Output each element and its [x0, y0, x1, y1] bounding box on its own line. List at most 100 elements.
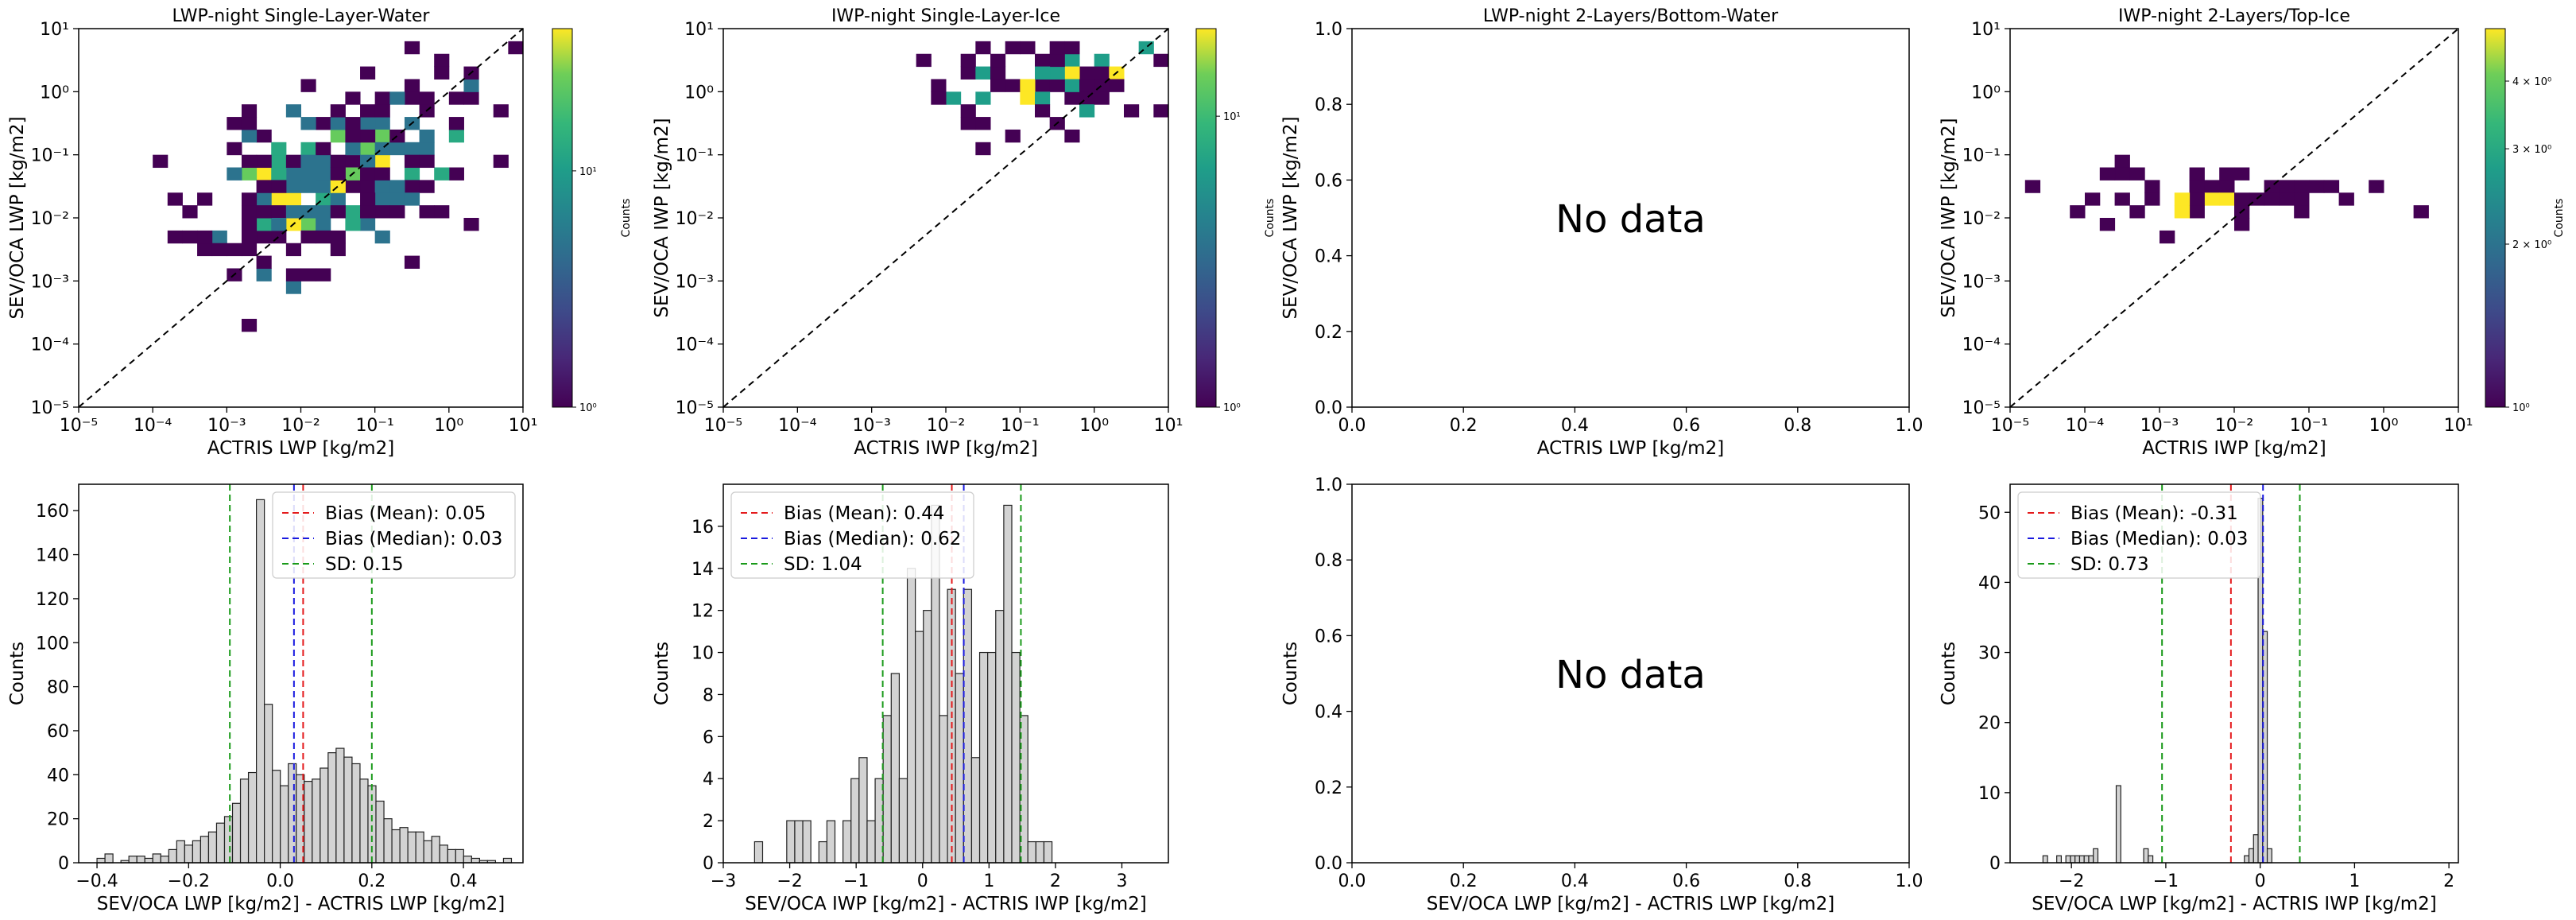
panel-title: IWP-night 2-Layers/Top-Ice [2118, 6, 2350, 26]
heatmap-cell [916, 53, 932, 68]
colorbar-label: Counts [2553, 199, 2566, 238]
heatmap-cell [182, 205, 198, 219]
histogram-bar [1027, 840, 1036, 864]
histogram-bar [2074, 855, 2081, 864]
heatmap-cell [374, 117, 390, 130]
x-tick-label: −2 [2059, 871, 2084, 891]
histogram-bar [923, 610, 932, 864]
y-tick-label: 0.4 [1315, 247, 1342, 267]
heatmap-cell [2294, 205, 2310, 219]
heatmap-cell [360, 129, 376, 143]
y-tick-label: 10⁻² [676, 209, 714, 229]
heatmap-cell [256, 167, 272, 181]
x-tick-label: 1.0 [1896, 871, 1923, 891]
heatmap-cell [1064, 79, 1080, 92]
histogram-bar [256, 499, 265, 864]
heatmap-cell [389, 205, 405, 219]
heatmap-cell [1124, 104, 1140, 118]
colorbar [552, 28, 573, 408]
y-tick-label: 0.6 [1315, 627, 1342, 646]
heatmap-cell [1020, 91, 1036, 105]
histogram-bar [152, 853, 161, 864]
histogram-bar [359, 778, 369, 864]
heatmap-cell [345, 180, 361, 193]
y-tick-label: 100 [36, 634, 69, 654]
legend-box [272, 491, 516, 579]
heatmap-cell [241, 230, 258, 244]
histogram-bars [96, 499, 513, 864]
y-axis-label: SEV/OCA LWP [kg/m2] [1280, 116, 1301, 319]
heatmap-cell [330, 167, 346, 181]
heatmap-cell [345, 142, 361, 156]
heatmap-cell [2413, 205, 2429, 219]
y-tick-label: 10⁻³ [1962, 272, 2001, 292]
x-tick-label: 10⁻² [2215, 416, 2253, 436]
y-tick-label: 20 [47, 810, 69, 830]
histogram-bar [963, 588, 973, 864]
histogram-bar [96, 857, 106, 864]
histogram-bar [223, 816, 234, 864]
heatmap-cell [2264, 192, 2280, 206]
histogram-bar [2056, 855, 2063, 864]
legend-label: SD: 1.04 [784, 554, 862, 575]
heatmap-cell [271, 218, 287, 231]
y-tick-label: 10¹ [40, 20, 69, 40]
heatmap-cell [316, 117, 331, 130]
panel-p5: −0.4 −0.2 0.0 0.2 0.4 0 20 40 60 80 100 120 140 160 SE… [7, 483, 524, 914]
heatmap-cell [1005, 79, 1021, 92]
heatmap-cell [2204, 180, 2220, 193]
histogram-bar [207, 831, 218, 864]
histogram-bar [1043, 840, 1053, 864]
histogram-bar [136, 856, 145, 864]
x-tick-label: 10⁻³ [2140, 416, 2179, 436]
x-tick-label: 10⁻⁵ [60, 416, 98, 436]
heatmap-cell [285, 104, 301, 118]
panel-p3: 0.0 0.2 0.4 0.6 0.8 1.0 0.0 0.2 0.4 0.6 0.8 1.0 No d… [1280, 6, 1923, 459]
histogram-bar [160, 856, 169, 864]
histogram-bar [2093, 848, 2099, 864]
heatmap-cell [330, 230, 346, 244]
heatmap-cell [241, 117, 258, 130]
heatmap-cell [285, 192, 301, 206]
histogram-bar [818, 840, 827, 864]
heatmap-cell [300, 230, 316, 244]
y-tick-label: 30 [1978, 644, 2001, 664]
heatmap-cell [419, 180, 435, 193]
heatmap-cell [960, 53, 976, 68]
y-tick-label: 120 [36, 590, 69, 610]
heatmap-cell [316, 180, 331, 193]
heatmap-cell [345, 91, 361, 105]
heatmap-cell [2144, 192, 2160, 206]
histogram-bar [239, 778, 250, 864]
y-tick-label: 10⁻⁵ [676, 398, 714, 418]
histogram-bar [247, 771, 258, 864]
heatmap-cell [389, 142, 405, 156]
heatmap-cell [2234, 218, 2250, 231]
legend-label: SD: 0.15 [325, 554, 404, 575]
histogram-bar [970, 757, 981, 864]
heatmap-cell [256, 192, 272, 206]
legend-label: Bias (Median): 0.03 [2070, 529, 2248, 549]
heatmap-cell [241, 154, 258, 169]
histogram-bar [431, 836, 440, 864]
heatmap-cell [300, 79, 316, 92]
y-tick-label: 160 [36, 502, 69, 522]
histogram-bar [343, 756, 353, 864]
y-tick-label: 40 [47, 766, 69, 786]
histogram-bar [144, 857, 153, 864]
x-axis-label: ACTRIS LWP [kg/m2] [1537, 438, 1724, 459]
histogram-bar [2078, 855, 2085, 864]
heatmap-cell [374, 154, 390, 169]
x-tick-label: −1 [843, 871, 869, 891]
heatmap-cell [508, 41, 524, 55]
legend-box [730, 491, 974, 579]
heatmap-cell [1035, 79, 1051, 92]
histogram-bar [978, 651, 989, 864]
no-data-message: No data [1555, 653, 1706, 697]
heatmap-cell [374, 192, 390, 206]
histogram-bar [471, 857, 480, 864]
legend: Bias (Mean): 0.05 Bias (Median): 0.03 SD: … [272, 491, 516, 579]
heatmap-cell [404, 142, 420, 156]
heatmap-cell [2294, 180, 2310, 193]
x-tick-label: 10⁻⁴ [2066, 416, 2105, 436]
